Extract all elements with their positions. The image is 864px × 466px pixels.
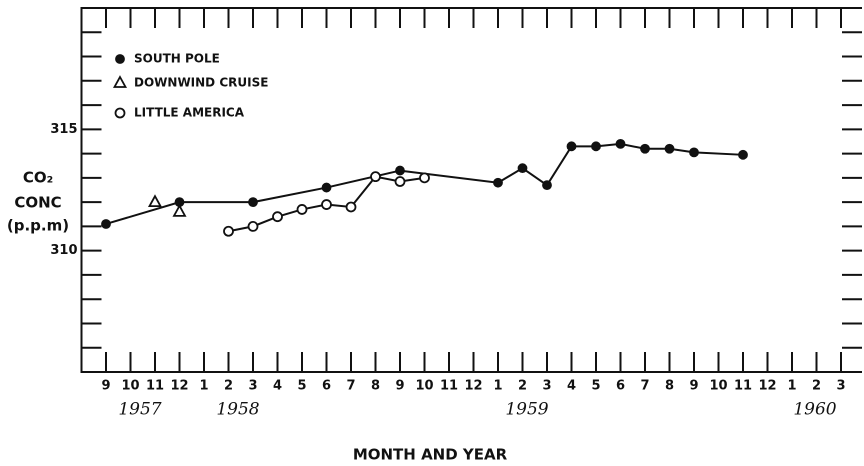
marker xyxy=(321,199,332,210)
x-tick-label: 1 xyxy=(787,379,796,394)
marker xyxy=(101,219,111,229)
marker xyxy=(640,143,650,154)
x-axis-label: MONTH AND YEAR xyxy=(353,446,508,464)
marker xyxy=(591,141,601,152)
y-tick-label: 315 xyxy=(50,122,77,137)
x-tick-label: 2 xyxy=(224,379,233,394)
year-label: 1960 xyxy=(793,400,836,420)
marker xyxy=(248,197,258,208)
plot-frame xyxy=(80,7,862,373)
y-axis-label: (p.p.m) xyxy=(7,217,69,235)
x-tick-label: 11 xyxy=(734,379,752,394)
year-label: 1957 xyxy=(118,400,161,420)
x-tick-label: 10 xyxy=(415,379,433,394)
marker xyxy=(542,180,552,191)
marker xyxy=(419,172,430,184)
legend-label: LITTLE AMERICA xyxy=(134,106,245,120)
marker xyxy=(615,138,626,149)
marker xyxy=(223,225,234,237)
x-tick-label: 9 xyxy=(395,379,404,394)
x-tick-label: 12 xyxy=(170,379,188,394)
x-tick-label: 10 xyxy=(709,379,727,394)
marker xyxy=(738,149,748,160)
x-tick-label: 12 xyxy=(464,379,482,394)
legend-label: SOUTH POLE xyxy=(134,52,220,66)
x-tick-label: 1 xyxy=(493,379,502,394)
x-tick-label: 6 xyxy=(322,379,331,394)
marker xyxy=(247,220,259,232)
x-tick-label: 5 xyxy=(297,379,306,394)
x-tick-label: 10 xyxy=(121,379,139,394)
x-tick-label: 9 xyxy=(689,379,698,394)
marker xyxy=(321,182,332,193)
x-tick-label: 8 xyxy=(371,379,380,394)
marker xyxy=(296,204,308,215)
x-tick-label: 1 xyxy=(199,379,208,394)
marker xyxy=(517,163,528,174)
series-line xyxy=(105,142,744,225)
x-tick-label: 11 xyxy=(146,379,164,394)
y-tick-label: 310 xyxy=(50,243,77,258)
marker xyxy=(689,147,699,158)
legend-marker xyxy=(114,107,126,119)
x-tick-label: 7 xyxy=(346,379,355,394)
x-tick-label: 11 xyxy=(440,379,458,394)
legend: SOUTH POLE DOWNWIND CRUISE LITTLE AMERIC… xyxy=(134,52,268,120)
x-tick-label: 8 xyxy=(665,379,674,394)
marker xyxy=(566,141,577,152)
x-tick-label: 3 xyxy=(836,379,845,394)
x-tick-label: 3 xyxy=(542,379,551,394)
marker xyxy=(345,201,357,213)
x-tick-label: 12 xyxy=(758,379,776,394)
x-tick-label: 2 xyxy=(812,379,821,394)
marker xyxy=(370,171,381,183)
marker xyxy=(493,177,503,188)
year-label: 1959 xyxy=(505,400,548,420)
marker xyxy=(147,194,163,208)
x-tick-label: 4 xyxy=(567,379,576,394)
x-tick-label: 6 xyxy=(616,379,625,394)
x-tick-label: 4 xyxy=(273,379,282,394)
marker xyxy=(272,211,283,223)
y-axis-label: CO₂ xyxy=(23,169,53,187)
y-axis-label: CONC xyxy=(14,194,61,212)
x-tick-label: 3 xyxy=(248,379,257,394)
legend-label: DOWNWIND CRUISE xyxy=(134,76,268,90)
x-tick-label: 5 xyxy=(591,379,600,394)
marker xyxy=(394,176,406,187)
year-label: 1958 xyxy=(216,400,259,420)
x-tick-label: 9 xyxy=(101,379,110,394)
legend-marker xyxy=(112,75,128,88)
x-tick-label: 2 xyxy=(518,379,527,394)
marker xyxy=(395,165,405,176)
marker xyxy=(172,203,187,217)
marker xyxy=(664,143,675,154)
legend-marker xyxy=(115,54,125,64)
x-tick-label: 7 xyxy=(640,379,649,394)
